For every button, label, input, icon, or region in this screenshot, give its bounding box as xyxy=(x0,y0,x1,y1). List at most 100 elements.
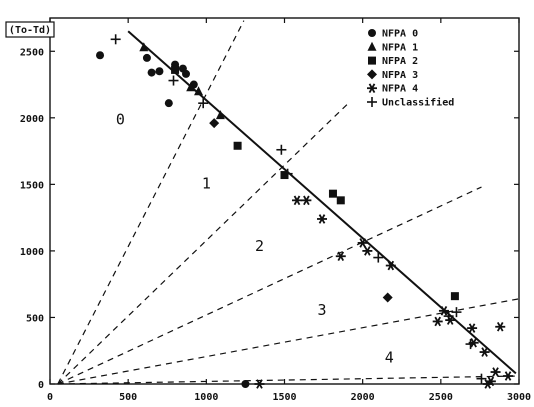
x-tick-label: 1000 xyxy=(194,392,218,403)
boundary-dashed-line xyxy=(57,298,520,385)
data-point xyxy=(490,367,501,377)
data-point xyxy=(276,144,287,155)
marker-asterisk-stroke xyxy=(504,371,512,381)
legend-marker xyxy=(367,97,377,107)
boundary-dashed-line xyxy=(57,104,348,385)
marker-diamond-shape xyxy=(209,118,220,129)
data-point xyxy=(110,34,121,45)
y-axis-label-text: (To-Td) xyxy=(9,25,51,36)
data-point xyxy=(503,371,514,381)
boundary-lines xyxy=(57,20,520,385)
x-tick-label: 1500 xyxy=(272,392,296,403)
data-point xyxy=(485,376,496,387)
data-point xyxy=(182,69,191,78)
legend-label: NFPA 0 xyxy=(382,29,418,40)
data-point xyxy=(186,82,196,92)
marker-circle-shape xyxy=(182,69,191,78)
data-points xyxy=(96,34,514,389)
legend-label: NFPA 4 xyxy=(382,84,418,95)
marker-square-shape xyxy=(233,141,242,150)
marker-circle-shape xyxy=(241,380,250,388)
marker-square-shape xyxy=(368,56,376,65)
marker-asterisk-stroke xyxy=(468,323,476,333)
y-axis-label-box xyxy=(5,21,55,38)
marker-diamond-shape xyxy=(382,292,393,303)
x-tick-label: 3000 xyxy=(507,392,531,403)
marker-circle-shape xyxy=(142,53,151,62)
marker-circle-shape xyxy=(368,29,376,37)
marker-asterisk-stroke xyxy=(364,246,371,256)
legend-label: NFPA 3 xyxy=(382,70,418,81)
data-point xyxy=(139,42,149,52)
boundary-dashed-line xyxy=(57,186,482,385)
y-tick-label: 1500 xyxy=(20,180,44,191)
plot-frame xyxy=(49,17,520,385)
marker-circle-shape xyxy=(155,67,164,76)
legend-label: NFPA 1 xyxy=(382,42,418,53)
marker-triangle-shape xyxy=(194,86,204,96)
marker-square-shape xyxy=(336,196,345,205)
marker-asterisk-stroke xyxy=(481,347,488,357)
legend-marker xyxy=(367,41,377,51)
data-point xyxy=(328,189,337,198)
marker-diamond-shape xyxy=(367,69,377,80)
data-point xyxy=(495,321,506,332)
region-label: 3 xyxy=(318,301,327,319)
x-tick-label: 500 xyxy=(119,392,137,403)
marker-asterisk-stroke xyxy=(487,376,495,387)
marker-triangle-shape xyxy=(367,41,377,51)
y-tick-label: 0 xyxy=(38,380,44,391)
data-point xyxy=(445,315,456,325)
data-point xyxy=(476,373,487,384)
data-point xyxy=(164,99,173,108)
marker-asterisk-stroke xyxy=(470,337,477,348)
data-point xyxy=(301,195,312,206)
data-point xyxy=(443,311,454,322)
data-point xyxy=(373,252,384,263)
data-point xyxy=(215,110,225,120)
marker-circle-shape xyxy=(96,51,105,60)
data-point xyxy=(335,251,346,262)
data-point xyxy=(209,118,220,129)
marker-square-shape xyxy=(328,189,337,198)
data-point xyxy=(147,68,156,77)
legend-marker xyxy=(368,29,376,37)
boundary-dashed-line xyxy=(57,20,245,385)
data-point xyxy=(171,65,180,74)
fit-line-layer xyxy=(127,30,517,375)
marker-asterisk-stroke xyxy=(496,321,504,332)
legend: NFPA 0 NFPA 1 NFPA 2 NFPA 3 NFPA 4 Unclassifi… xyxy=(367,29,454,109)
marker-triangle-shape xyxy=(215,110,225,120)
marker-asterisk-stroke xyxy=(434,316,441,327)
y-axis-label: (To-Td) xyxy=(5,21,55,38)
legend-marker xyxy=(368,56,376,65)
data-point xyxy=(142,53,151,62)
data-point xyxy=(382,292,393,303)
marker-asterisk-stroke xyxy=(293,195,301,206)
y-tick-label: 1000 xyxy=(20,247,44,258)
boundary-dashed-line xyxy=(57,375,520,385)
data-point xyxy=(282,168,293,179)
marker-triangle-shape xyxy=(186,82,196,92)
data-point xyxy=(438,306,449,316)
marker-asterisk-stroke xyxy=(446,315,454,325)
marker-circle-shape xyxy=(164,99,173,108)
legend-marker xyxy=(367,83,377,93)
data-point xyxy=(317,214,328,224)
marker-asterisk-stroke xyxy=(256,379,263,389)
data-point xyxy=(465,339,476,350)
marker-asterisk-stroke xyxy=(492,367,499,377)
marker-square-shape xyxy=(171,65,180,74)
data-point xyxy=(280,171,289,180)
marker-asterisk-stroke xyxy=(337,251,345,262)
y-tick-label: 2000 xyxy=(20,114,44,125)
data-point xyxy=(362,246,373,256)
region-labels: 0 1 2 3 4 xyxy=(116,110,394,366)
marker-asterisk-stroke xyxy=(359,238,366,248)
data-point xyxy=(467,323,478,333)
marker-asterisk-stroke xyxy=(440,306,448,316)
marker-asterisk-stroke xyxy=(368,83,376,93)
marker-asterisk-stroke xyxy=(387,260,395,271)
legend-label: Unclassified xyxy=(382,97,454,109)
